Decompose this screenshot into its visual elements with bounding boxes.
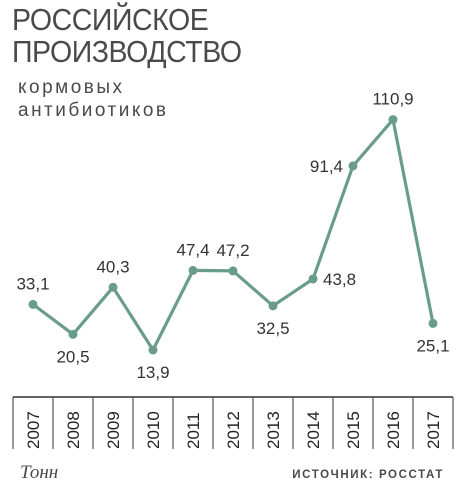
data-label: 33,1 — [16, 274, 49, 293]
x-tick-label: 2017 — [424, 411, 443, 449]
data-point — [188, 265, 198, 275]
chart-title-line-1: РОССИЙСКОЕ — [12, 2, 209, 37]
x-tick-label: 2009 — [104, 411, 123, 449]
x-tick-label: 2011 — [184, 412, 203, 449]
data-point — [348, 161, 358, 171]
chart-title-line-2: ПРОИЗВОДСТВО — [12, 34, 242, 69]
x-tick-label: 2016 — [384, 411, 403, 449]
data-label: 13,9 — [136, 363, 169, 382]
data-point — [428, 318, 438, 328]
data-label: 110,9 — [372, 90, 413, 109]
data-point — [28, 299, 38, 309]
data-point — [308, 274, 318, 284]
data-point — [68, 329, 78, 339]
data-point — [388, 115, 398, 125]
data-label: 91,4 — [310, 157, 343, 176]
source-label: ИСТОЧНИК: РОССТАТ — [292, 469, 444, 481]
chart-subtitle: кормовых антибиотиков — [18, 76, 169, 122]
chart-subtitle-line-1: кормовых — [18, 77, 125, 98]
x-tick-label: 2007 — [24, 411, 43, 449]
chart-title: РОССИЙСКОЕ ПРОИЗВОДСТВО — [12, 4, 242, 68]
x-tick-label: 2008 — [64, 411, 83, 449]
unit-label: Тонн — [20, 462, 59, 483]
x-tick-label: 2010 — [144, 411, 163, 449]
data-label: 40,3 — [96, 257, 129, 276]
data-point — [148, 345, 158, 355]
data-point — [108, 282, 118, 292]
x-tick-label: 2012 — [224, 411, 243, 449]
data-point — [228, 266, 238, 276]
x-tick-label: 2013 — [264, 411, 283, 449]
x-tick-label: 2014 — [304, 411, 323, 449]
data-point — [268, 301, 278, 311]
series-line — [31, 117, 435, 352]
chart-subtitle-line-2: антибиотиков — [18, 100, 169, 121]
x-tick-label: 2015 — [344, 411, 363, 449]
data-label: 47,2 — [216, 241, 249, 260]
data-label: 25,1 — [416, 336, 449, 355]
data-label: 32,5 — [256, 319, 289, 338]
data-label: 20,5 — [56, 347, 89, 366]
data-label: 43,8 — [323, 270, 356, 289]
data-label: 47,4 — [176, 240, 209, 259]
